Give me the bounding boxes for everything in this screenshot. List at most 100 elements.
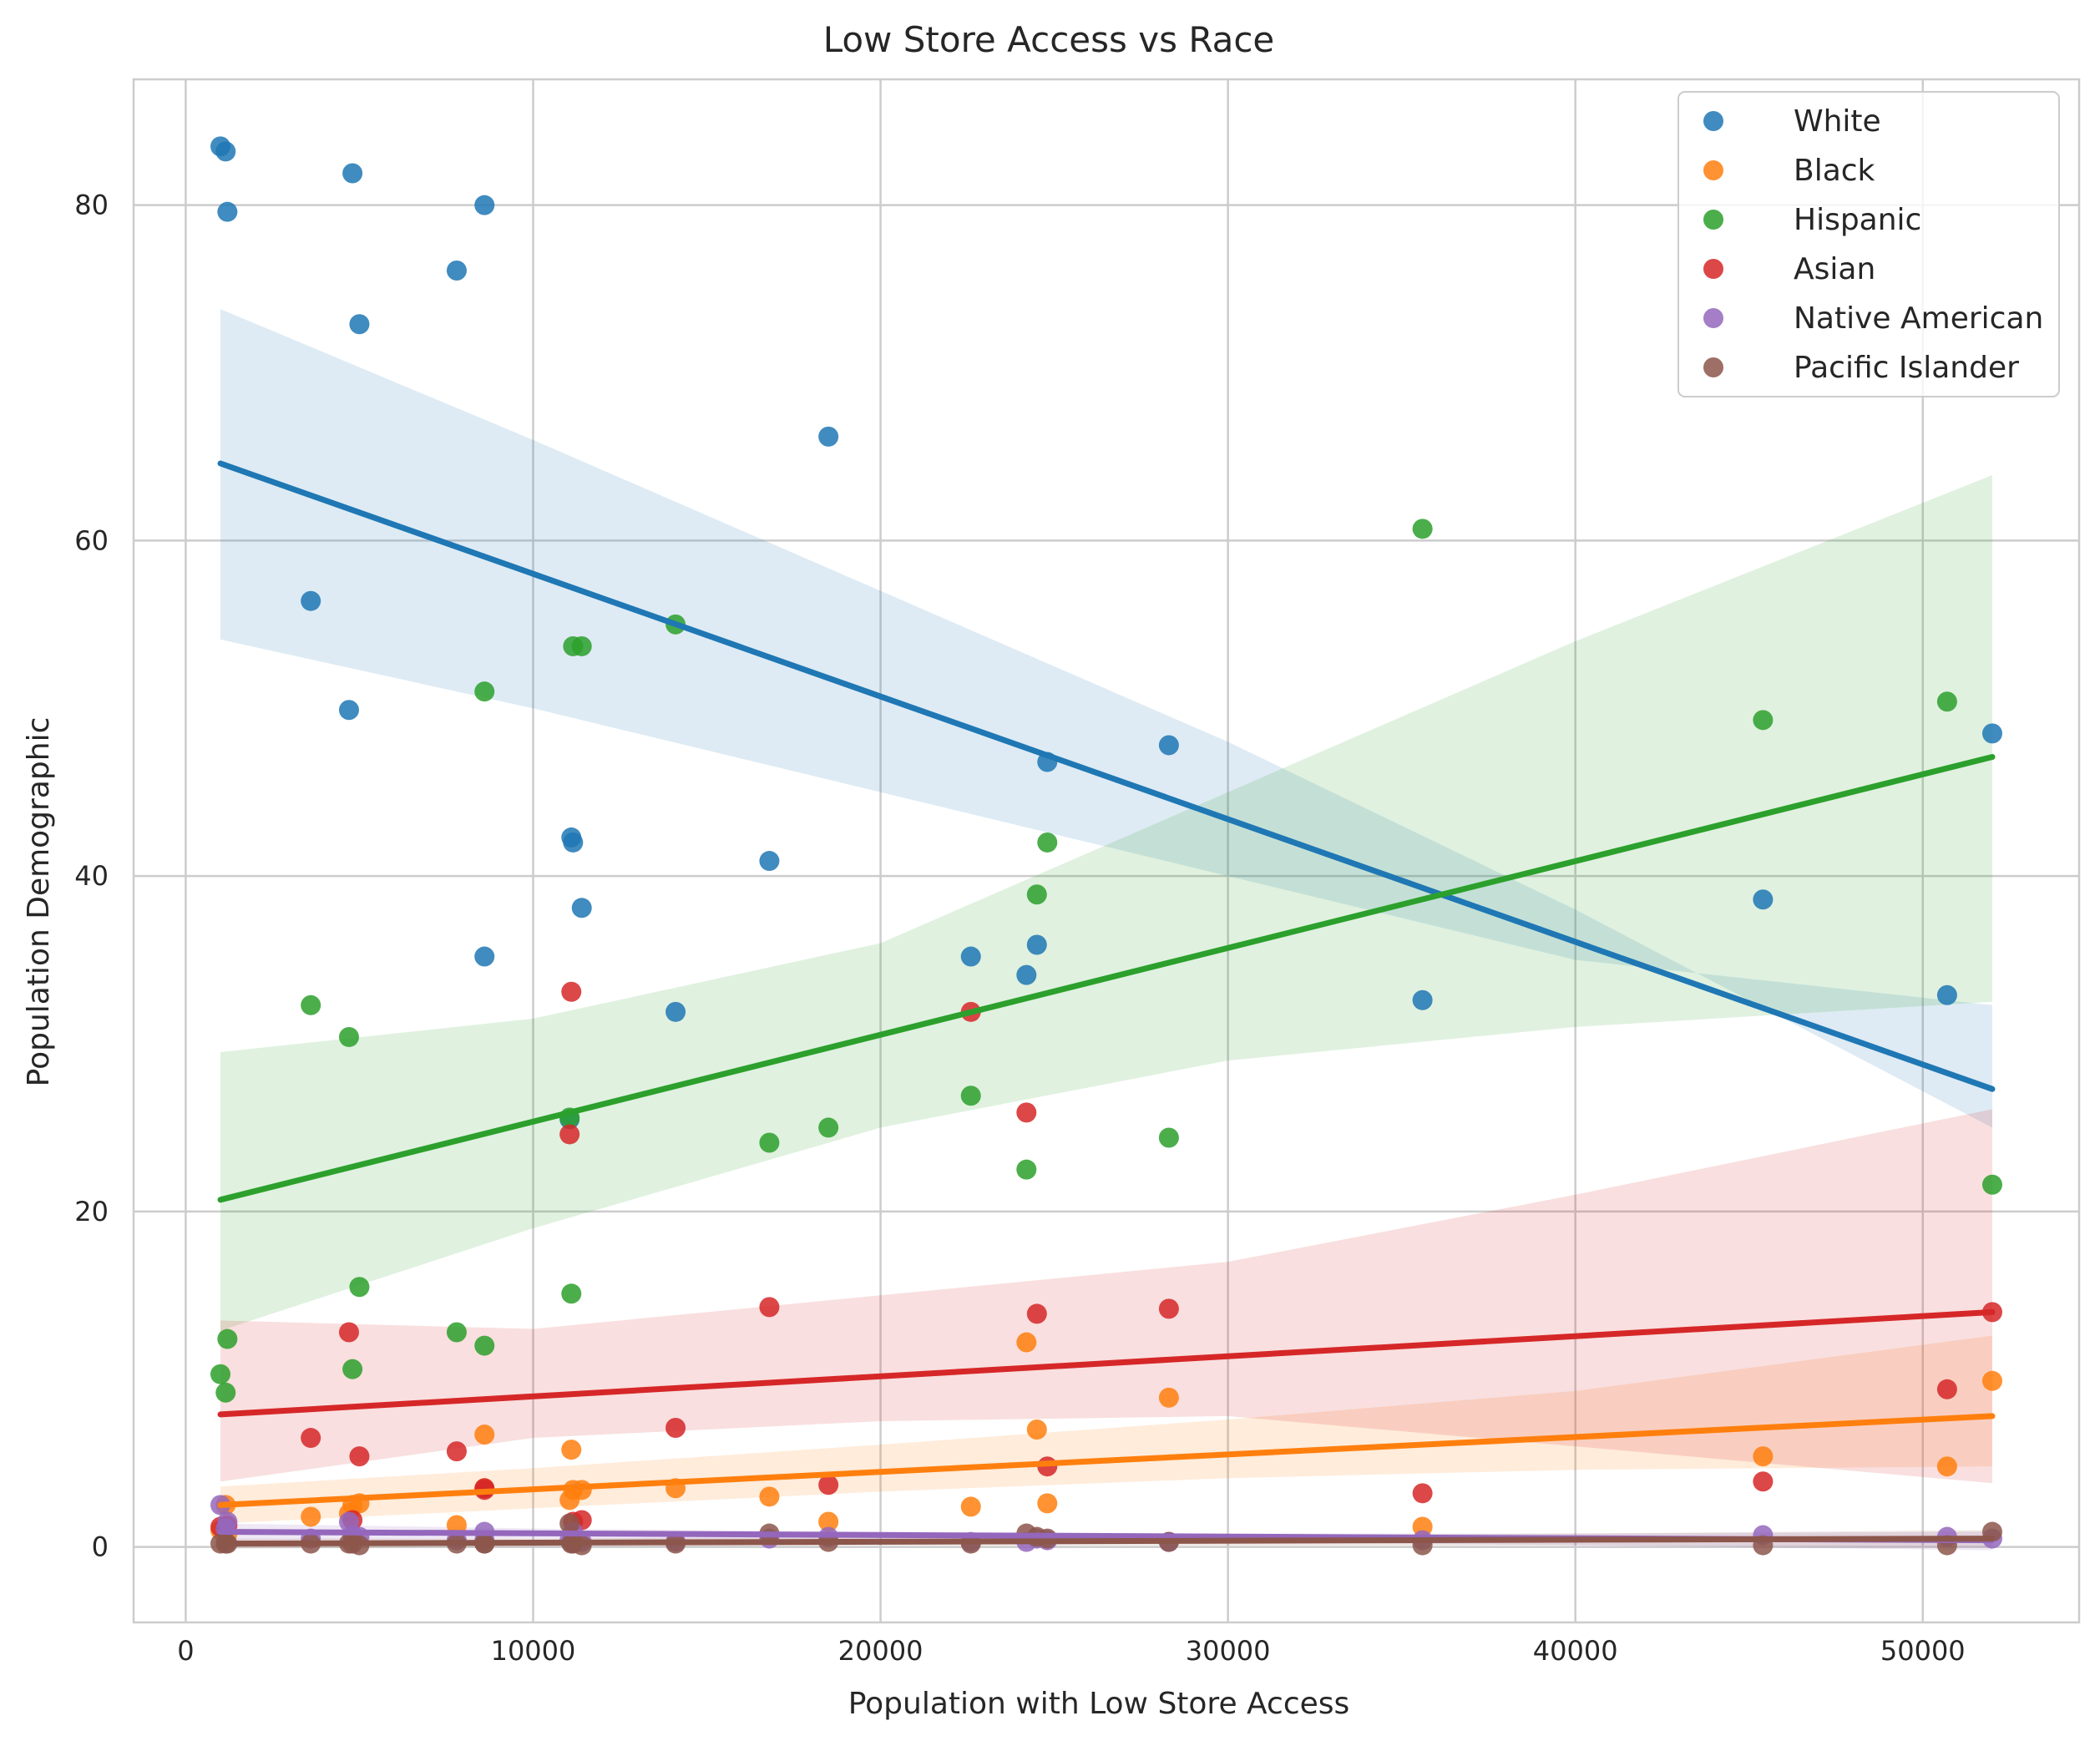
x-tick-label: 0 xyxy=(177,1635,194,1667)
asian-point xyxy=(1753,1471,1774,1492)
hispanic-point xyxy=(215,1382,236,1403)
pacific-islander-point xyxy=(559,1513,580,1534)
legend-label-pacific-islander: Pacific Islander xyxy=(1794,351,2019,385)
asian-point xyxy=(665,1417,686,1438)
x-tick-label: 10000 xyxy=(491,1635,576,1667)
black-point xyxy=(1753,1446,1774,1467)
white-point xyxy=(1158,735,1179,756)
black-point xyxy=(561,1440,582,1460)
regression-lines xyxy=(217,460,1996,1547)
asian-point xyxy=(818,1475,839,1495)
legend-marker-hispanic xyxy=(1703,210,1723,230)
white-point xyxy=(338,700,359,721)
asian-regression-line xyxy=(217,1308,1996,1418)
asian-point xyxy=(561,981,582,1002)
hispanic-point xyxy=(1981,1174,2002,1195)
black-point xyxy=(1037,1493,1058,1514)
hispanic-point xyxy=(818,1117,839,1138)
white-point xyxy=(474,946,495,967)
x-tick-label: 20000 xyxy=(838,1635,923,1667)
legend-label-asian: Asian xyxy=(1794,252,1875,286)
hispanic-point xyxy=(561,1283,582,1304)
white-point xyxy=(349,314,370,335)
legend-marker-native-american xyxy=(1703,308,1723,328)
white-point xyxy=(1936,984,1957,1005)
hispanic-point xyxy=(960,1086,981,1106)
white-point xyxy=(1016,964,1037,985)
native-american-point xyxy=(217,1511,238,1532)
hispanic-point xyxy=(1936,691,1957,712)
hispanic-confidence-band xyxy=(220,475,1992,1331)
white-point xyxy=(474,195,495,215)
hispanic-point xyxy=(1016,1159,1037,1180)
legend-marker-asian xyxy=(1703,259,1723,279)
black-point xyxy=(818,1511,839,1532)
hispanic-point xyxy=(301,994,321,1015)
white-point xyxy=(665,1001,686,1022)
hispanic-point xyxy=(338,1026,359,1047)
white-point xyxy=(1753,889,1774,910)
tick-labels: 0 10000 20000 30000 40000 50000 0 20 40 60 80 xyxy=(74,190,1965,1667)
asian-point xyxy=(1026,1303,1047,1324)
legend-marker-black xyxy=(1703,160,1723,180)
black-point xyxy=(1026,1420,1047,1440)
black-point xyxy=(1936,1456,1957,1477)
white-point xyxy=(301,590,321,611)
legend-label-native-american: Native American xyxy=(1794,301,2043,336)
black-point xyxy=(474,1425,495,1445)
white-point xyxy=(818,426,839,447)
black-confidence-band xyxy=(220,1335,1992,1524)
x-axis-title: Population with Low Store Access xyxy=(848,1687,1350,1721)
white-point xyxy=(1981,723,2002,744)
asian-point xyxy=(1412,1483,1433,1504)
y-tick-label: 80 xyxy=(74,190,109,221)
asian-point xyxy=(1016,1102,1037,1123)
asian-point xyxy=(446,1441,467,1462)
y-tick-label: 0 xyxy=(92,1531,109,1563)
black-point xyxy=(1158,1387,1179,1408)
pacific-islander-regression-line xyxy=(217,1536,1996,1547)
y-axis-title: Population Demographic xyxy=(22,717,56,1087)
x-tick-label: 50000 xyxy=(1880,1635,1966,1667)
hispanic-point xyxy=(759,1132,780,1153)
white-confidence-band xyxy=(220,309,1992,1128)
hispanic-point xyxy=(446,1322,467,1343)
hispanic-point xyxy=(474,681,495,702)
black-point xyxy=(1016,1332,1037,1353)
black-point xyxy=(960,1496,981,1517)
legend-box xyxy=(1677,91,2060,397)
white-point xyxy=(215,141,236,162)
y-tick-label: 20 xyxy=(74,1196,109,1227)
hispanic-regression-line xyxy=(217,754,1996,1203)
hispanic-point xyxy=(474,1335,495,1356)
hispanic-point xyxy=(349,1277,370,1298)
white-regression-line xyxy=(217,460,1996,1092)
legend-label-white: White xyxy=(1794,104,1881,139)
x-tick-label: 40000 xyxy=(1533,1635,1618,1667)
legend-label-hispanic: Hispanic xyxy=(1794,203,1921,237)
white-point xyxy=(1026,934,1047,955)
white-point xyxy=(342,163,363,184)
hispanic-point xyxy=(342,1359,363,1379)
legend-label-black: Black xyxy=(1794,154,1875,188)
white-point xyxy=(217,201,238,222)
white-point xyxy=(446,260,467,281)
hispanic-point xyxy=(571,635,592,656)
white-point xyxy=(960,946,981,967)
white-point xyxy=(571,898,592,919)
y-tick-label: 40 xyxy=(74,860,109,892)
legend-marker-pacific-islander xyxy=(1703,357,1723,377)
asian-point xyxy=(1158,1298,1179,1319)
white-point xyxy=(1412,989,1433,1010)
asian-point xyxy=(759,1297,780,1318)
black-regression-line xyxy=(217,1413,1996,1508)
asian-point xyxy=(1936,1379,1957,1399)
plot-frame xyxy=(132,78,2081,1624)
hispanic-point xyxy=(1026,884,1047,905)
asian-point xyxy=(338,1322,359,1343)
white-point xyxy=(563,832,584,853)
chart-title: Low Store Access vs Race xyxy=(823,19,1275,60)
asian-point xyxy=(301,1428,321,1449)
black-point xyxy=(759,1486,780,1507)
black-point xyxy=(1981,1370,2002,1391)
